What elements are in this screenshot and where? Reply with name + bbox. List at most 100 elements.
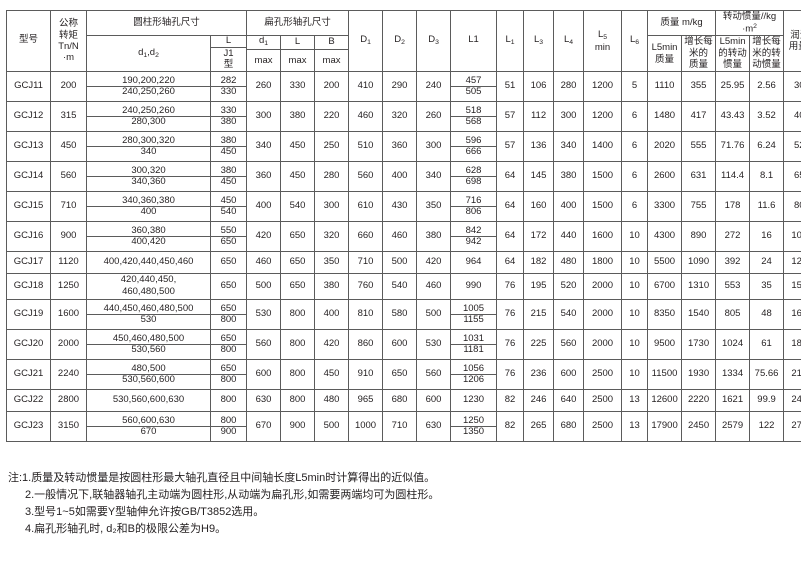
cell-L-sub4: 280 xyxy=(553,70,585,102)
cell-L1-bottom: 1155 xyxy=(463,313,484,325)
cell-L1: 596 666 xyxy=(450,130,498,162)
cell-L1-bottom: 666 xyxy=(465,145,482,157)
cell-mass-l5min: 2020 xyxy=(647,130,683,162)
cell-flat-L: 650 xyxy=(280,250,316,274)
cell-D3: 420 xyxy=(416,250,452,274)
cell-L-J1-top: 800 xyxy=(211,415,246,427)
cell-grease: 12000 xyxy=(783,250,801,274)
header-inertia-group: 转动惯量//kg ·m2 xyxy=(715,9,785,37)
cell-L1-bottom: 568 xyxy=(465,115,482,127)
cell-L-sub4: 400 xyxy=(553,190,585,222)
cell-mass-l5min: 6700 xyxy=(647,272,683,300)
header-L-sub6: L6 xyxy=(621,10,649,72)
cell-L1: 518 568 xyxy=(450,100,498,132)
cell-flat-d1: 460 xyxy=(246,250,282,274)
table-row: GCJ16 900 360,380 400,420 550 650 420 650 320 660… xyxy=(6,220,801,252)
cell-grease: 6500 xyxy=(783,160,801,192)
cell-L-sub4: 640 xyxy=(553,388,585,412)
cell-mass-per-meter: 1730 xyxy=(681,328,717,360)
header-model: 型号 xyxy=(6,10,51,72)
cell-model: GCJ16 xyxy=(6,220,51,252)
cell-nominal-torque: 200 xyxy=(50,70,87,102)
cell-flat-B: 450 xyxy=(314,358,350,390)
cell-mass-l5min: 17900 xyxy=(647,410,683,442)
cell-L-sub1: 76 xyxy=(496,298,525,330)
cell-L1-top: 1005 xyxy=(451,303,496,315)
cell-L-sub4: 540 xyxy=(553,298,585,330)
cell-L5min: 2500 xyxy=(583,358,623,390)
header-L1: L1 xyxy=(450,10,498,72)
table-row: GCJ14 560 300,320 340,360 380 450 360 450 280 560… xyxy=(6,160,801,192)
cell-D3: 300 xyxy=(416,130,452,162)
cell-D2: 680 xyxy=(382,388,418,412)
cell-L1: 716 806 xyxy=(450,190,498,222)
cell-L-sub6: 10 xyxy=(621,358,649,390)
cell-flat-B: 480 xyxy=(314,388,350,412)
cell-d1d2-bottom: 530,560 xyxy=(131,343,166,355)
mass-per-m-line-3: 质量 xyxy=(689,59,709,71)
cell-L-sub6: 5 xyxy=(621,70,649,102)
table-row: GCJ23 3150 560,600,630 670 800 900 670 900 500 10… xyxy=(6,410,801,442)
header-L-sub3: L3 xyxy=(523,10,555,72)
table-row: GCJ18 1250 420,440,450, 460,480,500 650 500 65… xyxy=(6,272,801,300)
cell-L1-top: 518 xyxy=(451,105,496,117)
cell-mass-per-meter: 631 xyxy=(681,160,717,192)
cell-L5min: 1200 xyxy=(583,100,623,132)
grease-line-2: 用量/ml xyxy=(788,40,801,52)
cell-flat-L: 330 xyxy=(280,70,316,102)
cell-L-J1: 800 900 xyxy=(209,410,248,442)
cell-d1d2-bottom: 340 xyxy=(140,145,157,157)
cell-grease: 15000 xyxy=(783,272,801,300)
cell-d1d2-top: 340,360,380 xyxy=(87,195,210,207)
cell-D1: 810 xyxy=(348,298,384,330)
cell-flat-B: 300 xyxy=(314,190,350,222)
cell-nominal-torque: 560 xyxy=(50,160,87,192)
cell-L-sub1: 57 xyxy=(496,100,525,132)
cell-L-sub1: 57 xyxy=(496,130,525,162)
cell-flat-B: 500 xyxy=(314,410,350,442)
header-J1-type: J1 型 xyxy=(209,47,248,72)
grease-line-1: 润滑脂 xyxy=(790,29,801,41)
cell-L-sub3: 136 xyxy=(523,130,555,162)
cell-L-sub3: 182 xyxy=(523,250,555,274)
cell-L-sub6: 10 xyxy=(621,250,649,274)
header-flat-L: L xyxy=(280,35,316,50)
table-header: 型号 公称 转矩 Tn/N ·m 圆柱形轴孔尺寸 扁孔形轴孔尺寸 D1 D2 D… xyxy=(6,9,801,72)
cell-inertia-per-meter: 48 xyxy=(749,298,785,330)
cell-nominal-torque: 900 xyxy=(50,220,87,252)
j1-label: J1 xyxy=(223,48,234,60)
cell-L-sub6: 6 xyxy=(621,160,649,192)
cell-L-sub4: 340 xyxy=(553,130,585,162)
cell-flat-B: 400 xyxy=(314,298,350,330)
cell-inertia-l5min: 1334 xyxy=(715,358,751,390)
cell-d1d2: 530,560,600,630 xyxy=(86,388,211,412)
cell-L1: 1031 1181 xyxy=(450,328,498,360)
cell-model: GCJ22 xyxy=(6,388,51,412)
cell-model: GCJ19 xyxy=(6,298,51,330)
cell-L-sub1: 76 xyxy=(496,358,525,390)
cell-grease: 16500 xyxy=(783,298,801,330)
cell-L-sub3: 215 xyxy=(523,298,555,330)
cell-flat-d1: 340 xyxy=(246,130,282,162)
cell-D2: 710 xyxy=(382,410,418,442)
cell-L-J1-top: 650 xyxy=(211,303,246,315)
cell-L1-top: 1031 xyxy=(451,333,496,345)
cell-L1: 842 942 xyxy=(450,220,498,252)
cell-mass-per-meter: 1930 xyxy=(681,358,717,390)
cell-L-sub3: 265 xyxy=(523,410,555,442)
cell-nominal-torque: 1600 xyxy=(50,298,87,330)
cell-L-J1-top: 380 xyxy=(211,135,246,147)
cell-L-sub3: 195 xyxy=(523,272,555,300)
cell-L5min: 1200 xyxy=(583,70,623,102)
cell-D2: 360 xyxy=(382,130,418,162)
cell-flat-L: 540 xyxy=(280,190,316,222)
cell-grease: 27000 xyxy=(783,410,801,442)
cell-L-sub4: 440 xyxy=(553,220,585,252)
table-row: GCJ20 2000 450,460,480,500 530,560 650 800 560… xyxy=(6,328,801,360)
cell-mass-per-meter: 417 xyxy=(681,100,717,132)
cell-D1: 760 xyxy=(348,272,384,300)
cell-inertia-per-meter: 16 xyxy=(749,220,785,252)
cell-mass-per-meter: 890 xyxy=(681,220,717,252)
cell-L-J1-bottom: 800 xyxy=(220,343,237,355)
cell-flat-d1: 630 xyxy=(246,388,282,412)
